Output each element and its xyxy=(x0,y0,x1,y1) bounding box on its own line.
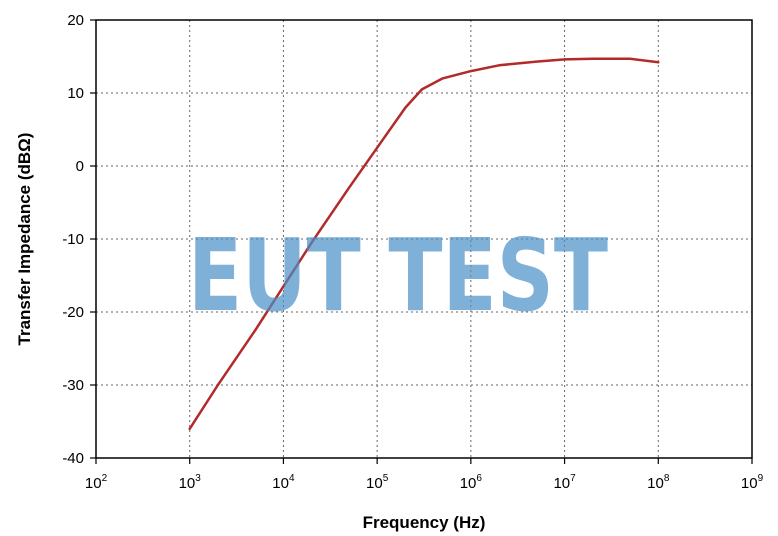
x-tick-label: 103 xyxy=(179,473,202,492)
y-tick-label: -10 xyxy=(62,231,84,248)
grid xyxy=(96,20,752,458)
x-tick-label: 105 xyxy=(366,473,389,492)
axis-ticks xyxy=(90,19,753,464)
y-tick-label: 20 xyxy=(67,12,84,29)
y-tick-label: -40 xyxy=(62,450,84,467)
y-axis-title: Transfer Impedance (dBΩ) xyxy=(15,133,34,346)
x-tick-label: 109 xyxy=(741,473,764,492)
y-tick-label: 10 xyxy=(67,85,84,102)
x-tick-label: 108 xyxy=(647,473,670,492)
y-tick-label: -20 xyxy=(62,304,84,321)
y-tick-labels: 20 10 0 -10 -20 -30 -40 xyxy=(62,12,84,467)
y-tick-label: -30 xyxy=(62,377,84,394)
y-tick-label: 0 xyxy=(76,158,84,175)
x-axis-title: Frequency (Hz) xyxy=(363,513,486,532)
x-tick-label: 106 xyxy=(460,473,483,492)
x-tick-label: 104 xyxy=(272,473,295,492)
x-tick-labels: 102 103 104 105 106 107 108 109 xyxy=(85,473,764,492)
series-line xyxy=(188,57,660,431)
watermark-text: EUT TEST xyxy=(188,217,608,334)
series-group xyxy=(188,57,660,431)
x-tick-label: 107 xyxy=(553,473,576,492)
x-tick-label: 102 xyxy=(85,473,108,492)
